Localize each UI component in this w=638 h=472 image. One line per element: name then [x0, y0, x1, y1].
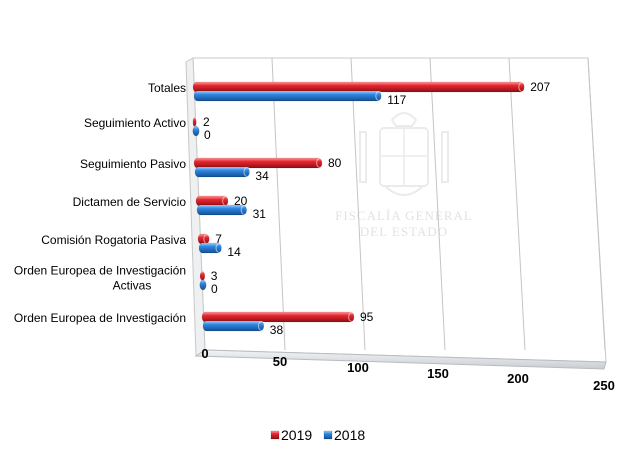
x-tick-label: 50 — [273, 354, 287, 369]
gridline — [429, 57, 446, 351]
watermark-line-2: DEL ESTADO — [360, 224, 448, 239]
labels: 050 100 150 200 250207117Totales20Seguimient… — [14, 80, 615, 393]
x-tick-label: 150 — [427, 366, 449, 381]
bar-2018 — [196, 204, 249, 216]
plot-floor — [194, 349, 607, 370]
data-label-2018: 31 — [253, 207, 267, 221]
category-label: Seguimiento Pasivo — [80, 157, 186, 171]
coat-of-arms-watermark — [359, 112, 449, 196]
data-label-2019: 20 — [234, 194, 248, 208]
gridlines — [271, 57, 606, 351]
gridline — [587, 57, 606, 351]
bar-2019 — [201, 311, 356, 323]
watermark-line-1: FISCALÍA GENERAL — [335, 208, 473, 223]
data-label-2018: 14 — [227, 245, 241, 259]
data-label-2018: 38 — [270, 323, 284, 337]
legend-label-2018: 2018 — [334, 427, 365, 443]
category-label: Orden Europea de Investigación — [14, 311, 186, 325]
data-label-2019: 207 — [530, 80, 550, 94]
category-label: Orden Europea de Investigación — [14, 264, 186, 278]
category-label: Seguimiento Activo — [84, 116, 186, 130]
bars — [190, 81, 526, 332]
data-label-2018: 0 — [211, 282, 218, 296]
category-label: Totales — [148, 81, 186, 95]
bar-2018 — [199, 279, 207, 291]
bar-2018 — [193, 90, 383, 102]
legend-swatch-2019 — [270, 430, 280, 440]
x-tick-label: 100 — [347, 360, 369, 375]
legend-swatch-2018 — [323, 430, 333, 440]
gridline — [508, 57, 526, 351]
x-tick-label: 0 — [201, 346, 208, 361]
category-label: Activas — [113, 279, 152, 293]
data-label-2018: 117 — [387, 93, 406, 107]
data-label-2019: 3 — [211, 269, 218, 283]
category-label: Dictamen de Servicio — [73, 195, 187, 209]
bar-2019 — [195, 195, 230, 207]
data-label-2019: 80 — [328, 156, 342, 170]
x-tick-label: 250 — [593, 378, 615, 393]
bar-2019 — [190, 116, 198, 128]
legend: 2019 2018 — [270, 427, 365, 443]
bar-2018 — [198, 242, 223, 254]
gridline — [271, 57, 286, 351]
bar-2018 — [202, 320, 266, 332]
bar-2019 — [198, 270, 207, 282]
gridline — [350, 57, 366, 351]
data-label-2018: 34 — [255, 169, 269, 183]
x-tick-label: 200 — [507, 371, 529, 386]
bar-2019 — [192, 81, 526, 93]
data-label-2019: 2 — [203, 115, 210, 129]
data-label-2019: 7 — [215, 232, 222, 246]
bar-2019 — [193, 157, 324, 169]
bar-2019 — [197, 233, 211, 245]
category-label: Comisión Rogatoria Pasiva — [41, 233, 186, 247]
bar-2018 — [194, 166, 251, 178]
bar-2018 — [192, 125, 200, 137]
data-label-2018: 0 — [204, 128, 211, 142]
data-label-2019: 95 — [360, 310, 374, 324]
legend-label-2019: 2019 — [281, 427, 312, 443]
